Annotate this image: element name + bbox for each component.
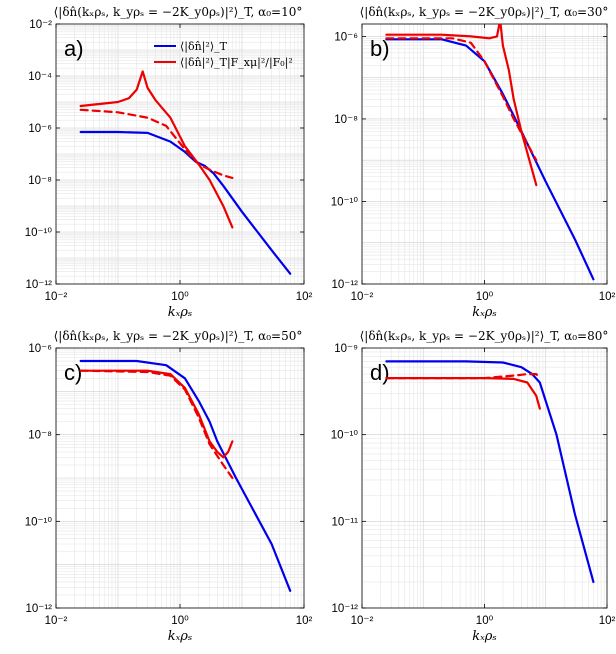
y-tick-label: 10⁻¹² xyxy=(331,603,358,615)
legend-label: ⟨|δn̂|²⟩_T|F_xμ|²/|F₀|² xyxy=(180,56,293,70)
series-group xyxy=(79,70,292,275)
y-tick-label: 10⁻⁶ xyxy=(28,123,52,135)
panel-c: 10⁻² 10⁰ 10² 10⁻¹² 10⁻¹⁰ 10⁻⁸ 10⁻⁶⟨|δn̂(kₓρₛ, … xyxy=(25,329,313,644)
x-axis-label: kₓρₛ xyxy=(472,629,497,644)
x-axis-label: kₓρₛ xyxy=(472,305,497,320)
y-tick-label: 10⁻¹⁰ xyxy=(331,430,359,442)
panel-label: c) xyxy=(64,360,82,385)
ticks xyxy=(361,347,608,609)
y-tick-label: 10⁻¹⁰ xyxy=(25,227,53,239)
series-group xyxy=(385,360,595,583)
grid xyxy=(56,24,304,284)
x-tick-label: 10⁰ xyxy=(476,291,494,303)
x-tick-label: 10⁰ xyxy=(476,615,494,627)
y-tick-label: 10⁻¹² xyxy=(25,279,52,291)
panel-label: a) xyxy=(64,36,84,61)
legend-label: ⟨|δn̂|²⟩_T xyxy=(180,40,228,54)
y-tick-label: 10⁻¹⁰ xyxy=(331,196,359,208)
x-tick-label: 10² xyxy=(296,291,313,303)
chart-title: ⟨|δn̂(kₓρₛ, k_yρₛ = −2K_y0ρₛ)|²⟩_T, α₀=1… xyxy=(54,5,303,19)
panel-d: 10⁻² 10⁰ 10² 10⁻¹² 10⁻¹¹ 10⁻¹⁰ 10⁻⁹⟨|δn̂(kₓρₛ,… xyxy=(331,329,616,644)
series-group xyxy=(385,24,595,281)
series-red-dashed-line xyxy=(385,373,541,380)
y-tick-label: 10⁻⁶ xyxy=(28,343,52,355)
y-tick-label: 10⁻¹² xyxy=(25,603,52,615)
grid xyxy=(362,348,607,608)
ticks xyxy=(55,347,305,609)
x-tick-label: 10⁻² xyxy=(351,291,374,303)
series-red-solid-line xyxy=(385,24,538,187)
x-axis-label: kₓρₛ xyxy=(168,629,193,644)
chart-title: ⟨|δn̂(kₓρₛ, k_yρₛ = −2K_y0ρₛ)|²⟩_T, α₀=3… xyxy=(360,5,609,19)
series-red-dashed-line xyxy=(79,108,234,179)
panel-a: 10⁻² 10⁰ 10²10⁻¹²10⁻¹⁰10⁻⁸10⁻⁶10⁻⁴10⁻²⟨|δn… xyxy=(25,5,313,320)
x-tick-label: 10² xyxy=(599,615,616,627)
y-tick-label: 10⁻¹⁰ xyxy=(25,516,53,528)
y-tick-label: 10⁻¹² xyxy=(331,279,358,291)
series-blue-line xyxy=(79,359,292,592)
series-blue-line xyxy=(385,38,595,281)
x-tick-label: 10⁻² xyxy=(45,291,68,303)
series-red-solid-line xyxy=(79,369,234,459)
x-tick-label: 10² xyxy=(296,615,313,627)
y-tick-label: 10⁻⁸ xyxy=(28,175,52,187)
series-red-solid-line xyxy=(79,70,234,229)
y-tick-label: 10⁻⁸ xyxy=(28,430,52,442)
x-axis-label: kₓρₛ xyxy=(168,305,193,320)
x-tick-label: 10² xyxy=(599,291,616,303)
series-red-dashed-line xyxy=(385,37,538,162)
panel-b: 10⁻² 10⁰ 10² 10⁻¹² 10⁻¹⁰ 10⁻⁸ 10⁻⁶⟨|δn̂(kₓρₛ, … xyxy=(331,5,616,320)
series-blue-line xyxy=(79,130,292,275)
panel-label: b) xyxy=(370,36,390,61)
x-tick-label: 10⁻² xyxy=(351,615,374,627)
legend: ⟨|δn̂|²⟩_T ⟨|δn̂|²⟩_T|F_xμ|²/|F₀|² xyxy=(154,40,293,70)
y-tick-label: 10⁻⁶ xyxy=(334,31,358,43)
series-red-dashed-line xyxy=(79,369,234,480)
y-tick-label: 10⁻⁴ xyxy=(28,71,52,83)
ticks xyxy=(55,23,305,285)
chart-title: ⟨|δn̂(kₓρₛ, k_yρₛ = −2K_y0ρₛ)|²⟩_T, α₀=8… xyxy=(360,329,609,343)
grid xyxy=(56,348,304,608)
grid xyxy=(362,24,607,284)
panel-label: d) xyxy=(370,360,390,385)
x-tick-label: 10⁰ xyxy=(171,291,189,303)
x-tick-label: 10⁻² xyxy=(45,615,68,627)
y-tick-label: 10⁻² xyxy=(29,19,52,31)
series-group xyxy=(79,359,292,592)
y-tick-label: 10⁻⁹ xyxy=(334,343,358,355)
ticks xyxy=(361,24,608,285)
chart-title: ⟨|δn̂(kₓρₛ, k_yρₛ = −2K_y0ρₛ)|²⟩_T, α₀=5… xyxy=(54,329,303,343)
y-tick-label: 10⁻⁸ xyxy=(334,114,358,126)
x-tick-label: 10⁰ xyxy=(171,615,189,627)
y-tick-label: 10⁻¹¹ xyxy=(331,516,358,528)
